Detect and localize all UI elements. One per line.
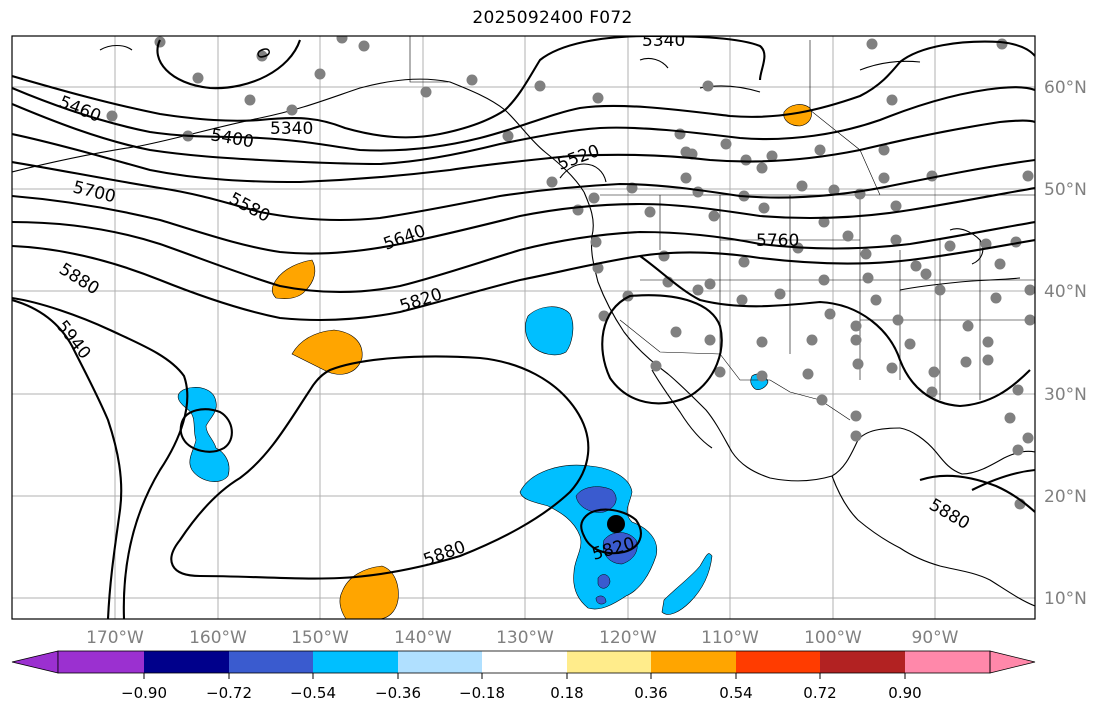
contour-5880-gulf: [919, 474, 1035, 513]
contour-5820-tropical: [580, 508, 642, 555]
colorbar-bin: [482, 651, 567, 673]
lat-label: 10°N: [1044, 589, 1087, 609]
contour-5760: [12, 238, 1035, 322]
lon-label: 140°W: [394, 628, 452, 648]
lon-label: 120°W: [599, 628, 657, 648]
colorbar-tick-label: 0.36: [634, 684, 667, 702]
colorbar-bin: [651, 651, 736, 673]
map-frame: [11, 35, 1036, 620]
lon-label: 150°W: [291, 628, 349, 648]
anomaly-core-3: [597, 574, 611, 589]
contour-5520: [12, 119, 1035, 184]
contour-5700: [12, 220, 1035, 294]
contour-5820-main: [639, 255, 1031, 408]
lon-label: 110°W: [701, 628, 759, 648]
colorbar-bin: [736, 651, 820, 673]
colorbar-tick-label: 0.54: [719, 684, 752, 702]
anomaly-blob-tropical: [519, 464, 658, 610]
anomaly-core-4: [595, 595, 607, 605]
contour-5940-west: [12, 298, 123, 619]
contour-5820-low: [601, 294, 723, 405]
contour-5640: [12, 186, 1035, 255]
map-area: [12, 36, 1035, 619]
contour-label: 5760: [756, 231, 799, 251]
contour-5460: [12, 86, 1035, 166]
colorbar-tick-label: −0.18: [459, 684, 505, 702]
anomaly-core-2: [602, 532, 638, 565]
anomaly-blob-east-pacific: [525, 306, 574, 356]
negative-anomaly-regions: [177, 306, 769, 615]
lon-label: 90°W: [912, 628, 959, 648]
latitude-labels: 60°N 50°N 40°N 30°N 20°N 10°N: [1044, 78, 1087, 609]
colorbar-bin: [398, 651, 482, 673]
lon-label: 100°W: [804, 628, 862, 648]
contour-5340-low: [156, 39, 301, 90]
anomaly-core-1: [575, 486, 617, 513]
contour-5880-pacific: [12, 296, 189, 619]
colorbar-tick-label: 0.72: [803, 684, 836, 702]
lon-label: 160°W: [189, 628, 247, 648]
contour-5400: [12, 40, 1035, 152]
contour-5580: [12, 158, 1035, 222]
contour-5880-gulf-2: [971, 468, 1035, 491]
colorbar-tick-label: −0.90: [121, 684, 167, 702]
lat-label: 30°N: [1044, 385, 1087, 405]
anomaly-blob-tropical-east: [661, 553, 713, 615]
colorbar-extend-right: [989, 650, 1036, 674]
longitude-labels: 170°W 160°W 150°W 140°W 130°W 120°W 110°…: [86, 628, 959, 648]
colorbar-tick-label: −0.36: [375, 684, 421, 702]
colorbar-tick-label: 0.18: [550, 684, 583, 702]
lat-label: 60°N: [1044, 78, 1087, 98]
lat-label: 40°N: [1044, 282, 1087, 302]
lon-label: 130°W: [496, 628, 554, 648]
height-contours: [12, 36, 1035, 619]
colorbar: −0.90 −0.72 −0.54 −0.36 −0.18 0.18 0.36 …: [11, 650, 1036, 702]
colorbar-tick-label: 0.90: [888, 684, 921, 702]
colorbar-bin: [229, 651, 313, 673]
anomaly-blob-pos-2: [291, 329, 363, 375]
contour-5340-mid: [12, 36, 766, 139]
lat-label: 50°N: [1044, 180, 1087, 200]
anomaly-blob-pos-4: [783, 104, 812, 127]
colorbar-bin: [567, 651, 651, 673]
colorbar-bin: [144, 651, 229, 673]
contour-hawaii-ring: [179, 408, 233, 453]
contour-5880-subtropical: [170, 355, 590, 580]
colorbar-tick-label: −0.72: [206, 684, 252, 702]
lon-label: 170°W: [86, 628, 144, 648]
colorbar-frame: [57, 650, 991, 674]
contour-label: 5340: [642, 31, 685, 51]
colorbar-bin: [313, 651, 398, 673]
positive-anomaly-regions: [271, 104, 812, 619]
colorbar-tick-label: −0.54: [290, 684, 336, 702]
colorbar-ticks: [143, 673, 906, 679]
colorbar-bin: [905, 651, 990, 673]
strong-negative-anomaly-regions: [575, 486, 638, 605]
low-center-marker: [607, 515, 625, 533]
map-title: 2025092400 F072: [472, 8, 633, 28]
contour-label: 5340: [270, 119, 313, 139]
colorbar-bin: [820, 651, 905, 673]
colorbar-bin: [58, 651, 144, 673]
colorbar-extend-left: [11, 650, 59, 674]
anomaly-blob-pos-3: [339, 565, 399, 619]
lat-label: 20°N: [1044, 487, 1087, 507]
station-dots: [106, 36, 1035, 510]
